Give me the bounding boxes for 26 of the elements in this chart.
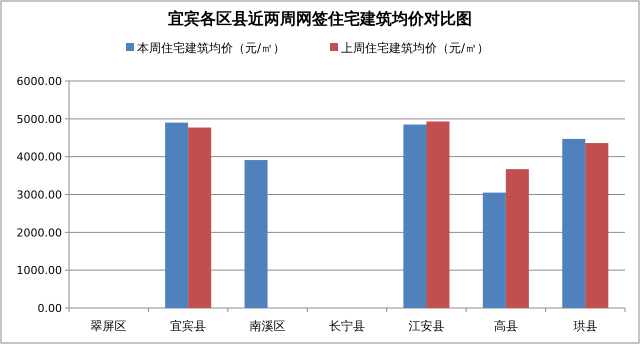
x-tick-label: 高县 xyxy=(494,319,518,333)
bar xyxy=(403,124,426,308)
legend-label: 上周住宅建筑均价（元/㎡） xyxy=(341,41,490,55)
y-tick-label: 1000.00 xyxy=(16,264,62,278)
x-tick-label: 长宁县 xyxy=(329,319,365,333)
bar xyxy=(506,169,529,308)
bar xyxy=(562,138,586,308)
bar xyxy=(188,128,212,308)
chart-title: 宜宾各区县近两周网签住宅建筑均价对比图 xyxy=(168,9,472,28)
bar xyxy=(244,160,268,308)
x-tick-label: 南溪区 xyxy=(250,319,286,333)
x-tick-label: 江安县 xyxy=(408,319,444,333)
bar xyxy=(585,143,608,308)
y-tick-label: 4000.00 xyxy=(16,150,62,164)
y-tick-label: 3000.00 xyxy=(16,188,62,202)
y-tick-label: 5000.00 xyxy=(16,112,62,126)
x-tick-label: 珙县 xyxy=(573,319,598,333)
y-tick-label: 2000.00 xyxy=(16,226,62,240)
bar xyxy=(482,192,506,308)
x-tick-label: 宜宾县 xyxy=(170,319,206,333)
legend-label: 本周住宅建筑均价（元/㎡） xyxy=(137,41,286,55)
bar xyxy=(165,122,188,308)
bar xyxy=(426,121,450,308)
y-tick-label: 0.00 xyxy=(38,302,62,315)
y-tick-label: 6000.00 xyxy=(16,75,62,88)
x-tick-label: 翠屏区 xyxy=(90,319,127,333)
